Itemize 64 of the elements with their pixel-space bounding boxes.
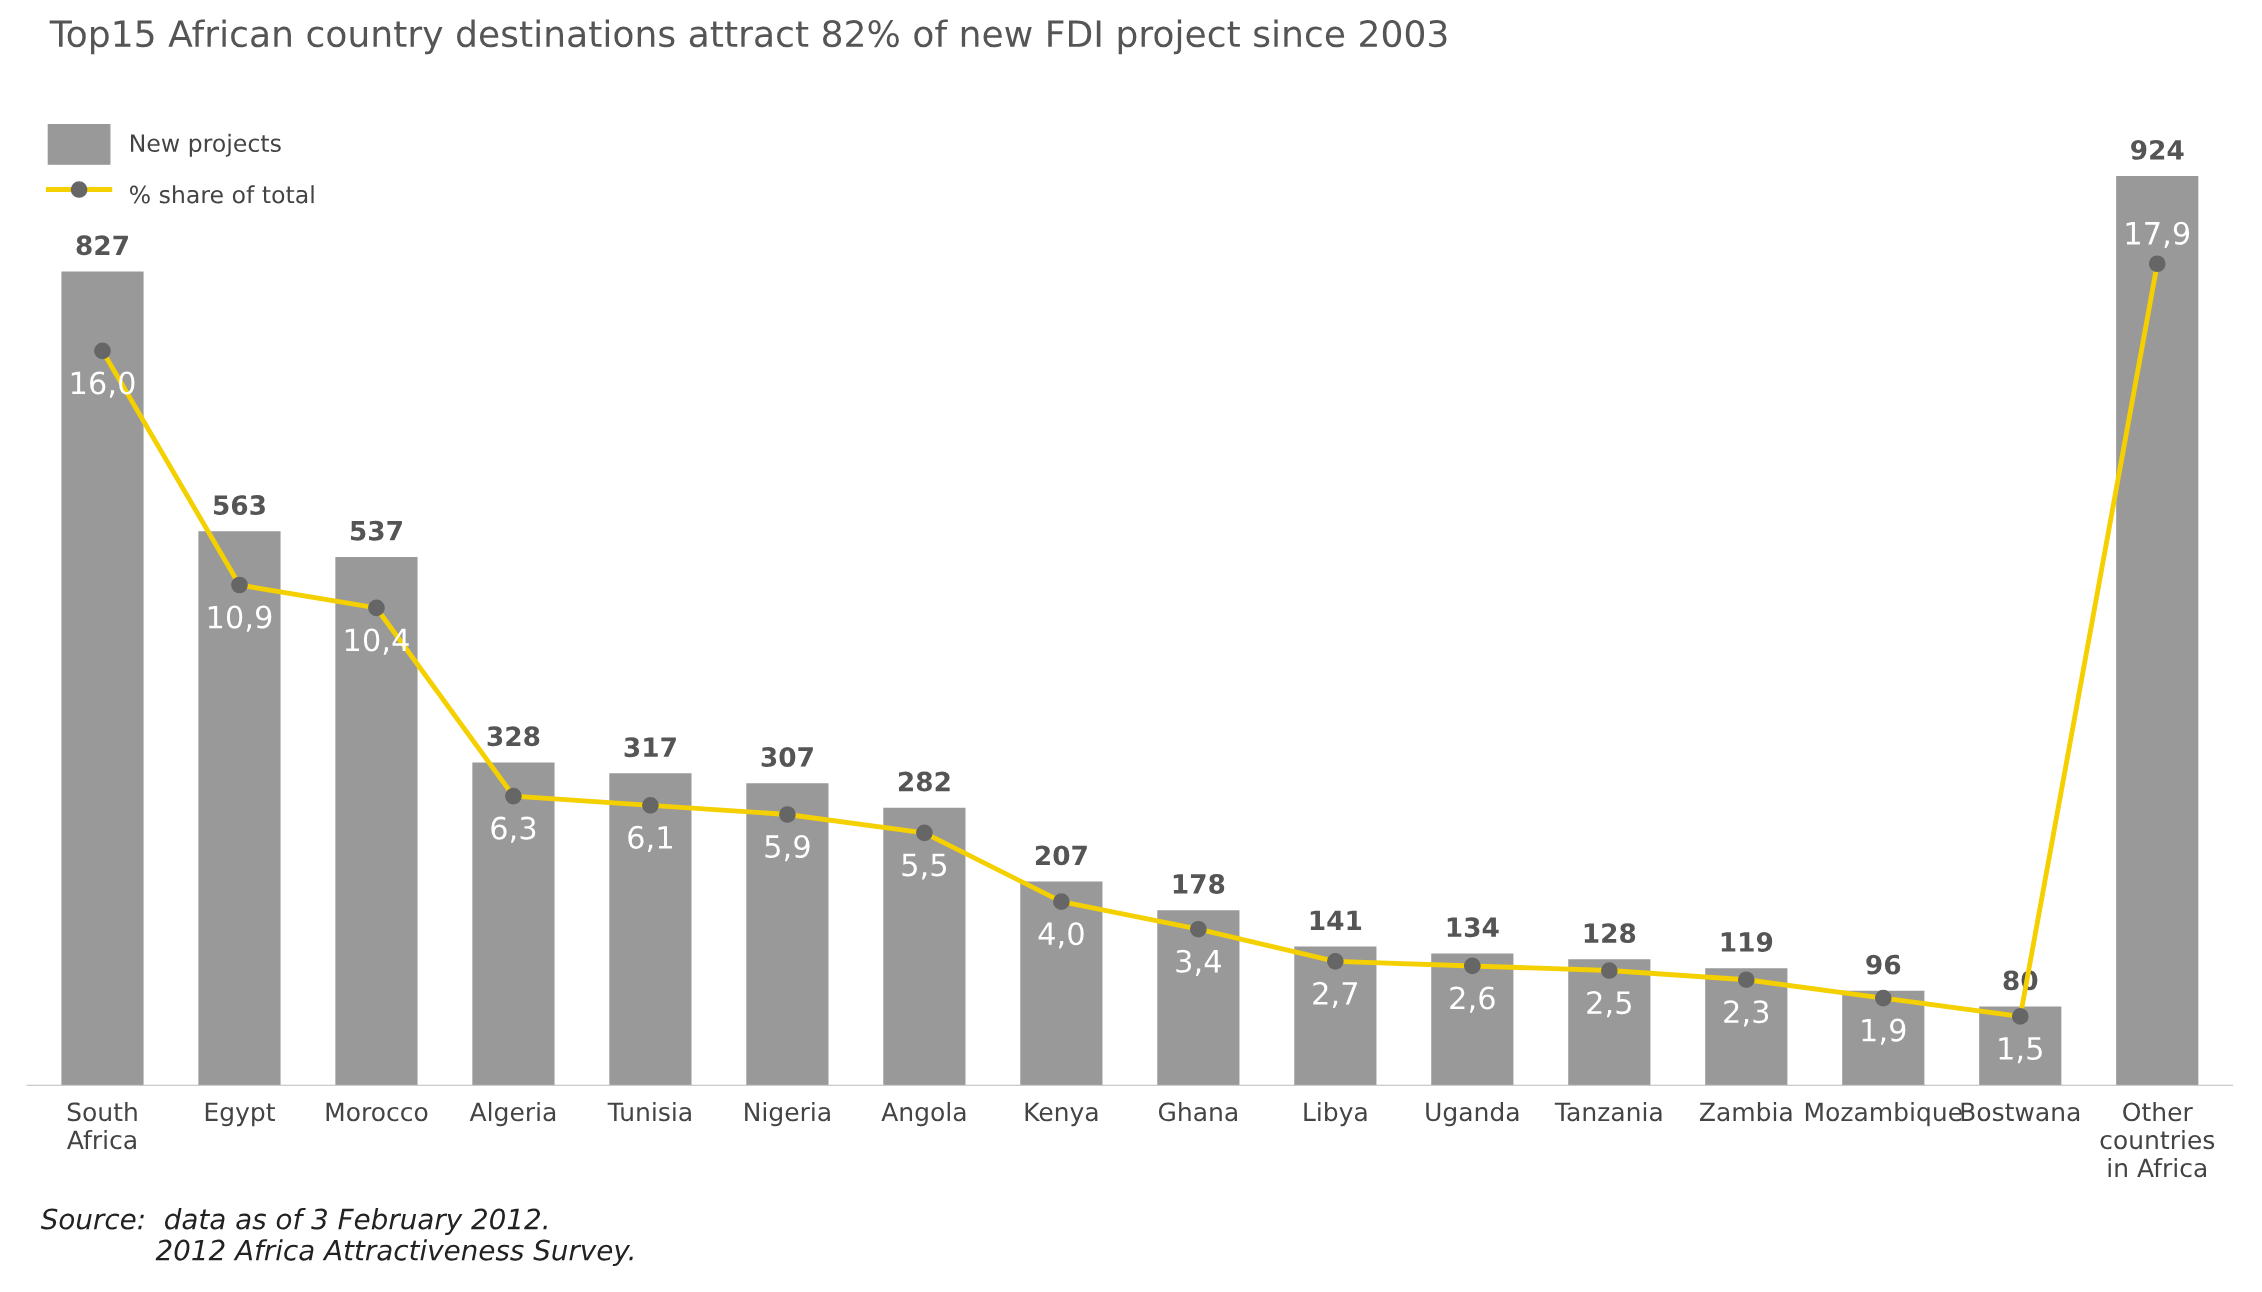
x-tick-label: Algeria xyxy=(469,1101,556,1127)
data-label: 5,5 xyxy=(902,853,947,880)
x-tick-label: Tanzania xyxy=(1554,1101,1662,1122)
bar xyxy=(198,531,281,1086)
data-label: 537 xyxy=(350,520,402,541)
bar xyxy=(1979,1006,2062,1086)
x-tick-label: Bostwana xyxy=(1961,1102,2080,1122)
x-tick-label: Uganda xyxy=(1426,1101,1519,1127)
data-label: 328 xyxy=(487,726,540,747)
data-label: 10,9 xyxy=(208,605,272,632)
data-label: 6,1 xyxy=(628,825,672,853)
x-tick-label: South Africa xyxy=(67,1101,137,1150)
data-label: 2,6 xyxy=(1450,986,1495,1013)
data-label: 1,5 xyxy=(1999,1037,2042,1064)
data-label: 5,9 xyxy=(765,834,810,862)
x-tick-label: Egypt xyxy=(205,1102,275,1127)
data-label: 563 xyxy=(213,495,265,516)
bar xyxy=(1431,953,1514,1086)
bar xyxy=(883,807,966,1086)
x-tick-label: Mozambique xyxy=(1805,1101,1962,1127)
bar xyxy=(1705,968,1788,1086)
x-tick-label: Angola xyxy=(881,1101,966,1127)
x-tick-label: Libya xyxy=(1304,1101,1367,1127)
data-label: 3,4 xyxy=(1176,949,1221,976)
x-tick-label: Kenya xyxy=(1025,1102,1098,1127)
bar xyxy=(2116,176,2199,1086)
bar xyxy=(1294,946,1377,1086)
x-tick-label: Tunisia xyxy=(607,1101,691,1122)
bar xyxy=(1020,881,1103,1086)
bar xyxy=(472,762,555,1086)
data-label: 134 xyxy=(1447,917,1499,938)
data-label: 924 xyxy=(2131,139,2184,160)
data-label: 141 xyxy=(1310,910,1362,930)
data-label: 6,3 xyxy=(491,816,536,843)
x-tick-label: Other countries in Africa xyxy=(2100,1101,2215,1178)
data-label: 2,7 xyxy=(1313,981,1358,1009)
data-label: 178 xyxy=(1173,873,1225,894)
chart-title: Top15 African country destinations attract 82% of new FDI project since 2003 xyxy=(49,19,1447,55)
bar xyxy=(609,773,692,1086)
data-label: 317 xyxy=(624,737,676,758)
data-label: 1,9 xyxy=(1862,1018,1906,1045)
data-label: 207 xyxy=(1035,845,1087,866)
data-label: 4,0 xyxy=(1038,922,1084,949)
bar xyxy=(746,783,829,1086)
bar xyxy=(335,556,418,1086)
data-label: 128 xyxy=(1584,923,1636,944)
x-tick-label: Zambia xyxy=(1699,1101,1792,1122)
data-label: 96 xyxy=(1866,954,1901,975)
data-label: 119 xyxy=(1721,932,1773,952)
x-tick-label: Morocco xyxy=(326,1102,428,1122)
x-tick-label: Nigeria xyxy=(745,1101,830,1127)
data-label: 827 xyxy=(76,235,128,256)
data-label: 282 xyxy=(898,771,950,792)
legend-label: % share of total xyxy=(129,185,314,204)
x-tick-label: Ghana xyxy=(1158,1101,1237,1122)
data-label: 307 xyxy=(761,747,813,767)
bar xyxy=(1568,959,1651,1086)
legend-label: New projects xyxy=(130,133,281,157)
bar xyxy=(1157,910,1240,1086)
source-note: Source: data as of 3 February 2012. 2012 Africa Attractiveness Survey. xyxy=(40,1208,633,1267)
data-label: 2,3 xyxy=(1724,1000,1769,1027)
data-label: 2,5 xyxy=(1587,991,1631,1018)
bar xyxy=(61,271,144,1086)
data-label: 17,9 xyxy=(2126,221,2190,248)
